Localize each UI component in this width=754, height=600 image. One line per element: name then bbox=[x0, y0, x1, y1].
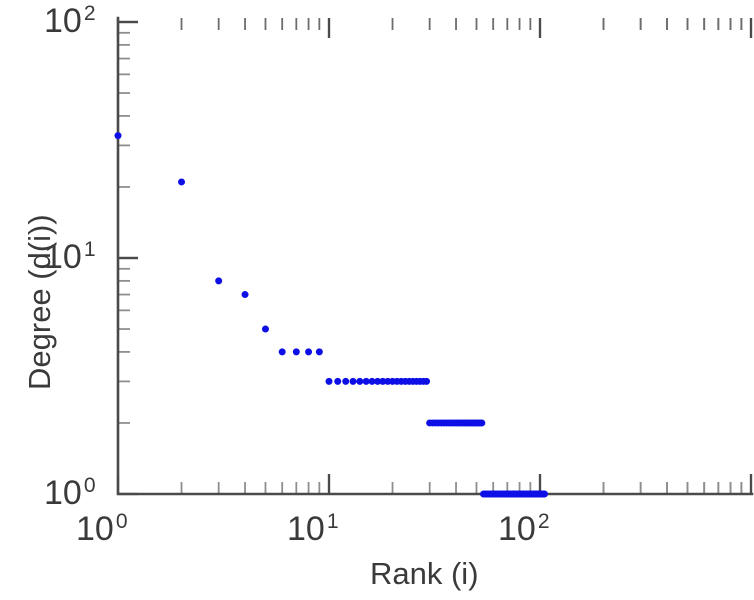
data-point bbox=[178, 178, 186, 186]
y-axis-title: Degree (d(i)) bbox=[22, 214, 57, 390]
x-tick-label-10: 101 bbox=[287, 509, 339, 548]
data-point bbox=[374, 377, 382, 385]
data-point bbox=[342, 377, 350, 385]
data-point bbox=[241, 291, 249, 299]
x-tick-label-1: 100 bbox=[76, 509, 128, 548]
data-point bbox=[334, 377, 342, 385]
data-point bbox=[356, 377, 364, 385]
y-tick-label-10: 101 bbox=[44, 237, 96, 276]
data-point bbox=[423, 377, 431, 385]
data-point bbox=[368, 377, 376, 385]
y-tick-label-100: 102 bbox=[44, 1, 96, 40]
data-point bbox=[114, 132, 122, 140]
data-point bbox=[379, 377, 387, 385]
x-axis-title: Rank (i) bbox=[370, 556, 479, 591]
x-tick-label-100: 102 bbox=[498, 509, 550, 548]
data-point bbox=[261, 325, 269, 333]
data-point bbox=[215, 277, 223, 285]
data-point bbox=[540, 490, 548, 498]
y-tick-label-1: 100 bbox=[44, 473, 96, 512]
data-point bbox=[349, 377, 357, 385]
data-points-layer bbox=[114, 132, 548, 498]
data-point bbox=[292, 348, 300, 356]
data-point bbox=[278, 348, 286, 356]
data-point bbox=[478, 419, 486, 427]
data-point bbox=[325, 377, 333, 385]
axis-ticks-layer bbox=[116, 18, 753, 496]
data-point bbox=[362, 377, 370, 385]
data-point bbox=[305, 348, 313, 356]
data-point bbox=[315, 348, 323, 356]
